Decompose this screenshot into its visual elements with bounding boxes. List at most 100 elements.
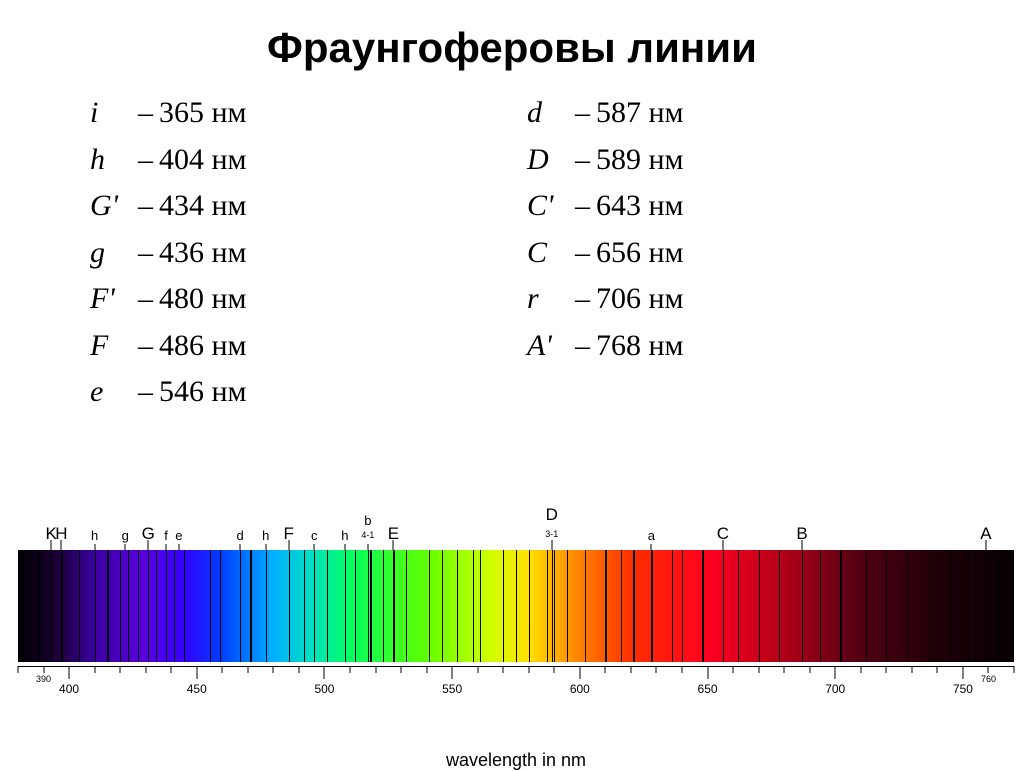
axis-tick-minor (120, 666, 121, 673)
absorption-line (723, 550, 724, 662)
absorption-line (633, 550, 634, 662)
absorption-line (585, 550, 586, 662)
line-entry: F–486 нм (90, 323, 527, 370)
dash-separator: – (138, 282, 153, 315)
absorption-line (738, 550, 739, 662)
absorption-line (672, 550, 673, 662)
axis-tick-major (835, 666, 836, 679)
absorption-line (840, 550, 841, 662)
absorption-line (345, 550, 346, 662)
axis-tick-minor (171, 666, 172, 673)
lines-left-column: i–365 нмh–404 нмG'–434 нмg–436 нмF'–480 … (90, 90, 527, 416)
line-entry: A'–768 нм (527, 323, 964, 370)
line-entry: d–587 нм (527, 90, 964, 137)
absorption-line (393, 550, 394, 662)
axis-label: 400 (59, 682, 79, 696)
spectrum-band (18, 550, 1014, 662)
absorption-line (220, 550, 221, 662)
line-symbol: r (527, 276, 573, 323)
absorption-line (605, 550, 606, 662)
line-symbol: h (90, 137, 136, 184)
absorption-line (289, 550, 290, 662)
axis-tick-minor (860, 666, 861, 673)
absorption-line (516, 550, 517, 662)
axis-tick-minor (247, 666, 248, 673)
dash-separator: – (575, 236, 590, 269)
spectrum-figure: KHhgGfedhFchb4-1ED3-1aCBA 40045050055060… (18, 500, 1014, 771)
absorption-line (406, 550, 407, 662)
absorption-line (779, 550, 780, 662)
axis-tick-major (579, 666, 580, 679)
absorption-line (174, 550, 175, 662)
axis-tick-minor (911, 666, 912, 673)
line-entry: i–365 нм (90, 90, 527, 137)
absorption-line (907, 550, 908, 662)
absorption-line (370, 550, 371, 662)
line-symbol: A' (527, 323, 573, 370)
axis-label: 550 (442, 682, 462, 696)
line-symbol: G' (90, 183, 136, 230)
fraunhofer-label: h (262, 529, 269, 542)
dash-separator: – (138, 189, 153, 222)
axis-label: 600 (570, 682, 590, 696)
absorption-line (820, 550, 821, 662)
line-wavelength: 587 нм (596, 96, 684, 129)
line-entry: e–546 нм (90, 369, 527, 416)
absorption-line (79, 550, 80, 662)
line-symbol: g (90, 230, 136, 277)
axis-tick-minor (528, 666, 529, 673)
fraunhofer-label: d (237, 529, 244, 542)
line-entry: g–436 нм (90, 230, 527, 277)
absorption-line (529, 550, 530, 662)
fraunhofer-tick (148, 540, 149, 550)
absorption-line (95, 550, 96, 662)
line-entry: C'–643 нм (527, 183, 964, 230)
axis-baseline (18, 666, 1014, 667)
line-symbol: D (527, 137, 573, 184)
line-symbol: C' (527, 183, 573, 230)
line-wavelength: 434 нм (159, 189, 247, 222)
absorption-line (442, 550, 443, 662)
absorption-line (107, 550, 108, 662)
axis-tick-minor (937, 666, 938, 673)
dash-separator: – (575, 143, 590, 176)
absorption-line (120, 550, 121, 662)
line-wavelength: 706 нм (596, 282, 684, 315)
axis-tick-minor (503, 666, 504, 673)
dash-separator: – (575, 282, 590, 315)
absorption-line (457, 550, 458, 662)
absorption-line (266, 550, 267, 662)
line-wavelength: 436 нм (159, 236, 247, 269)
line-wavelength: 643 нм (596, 189, 684, 222)
absorption-line (23, 550, 24, 662)
line-wavelength: 589 нм (596, 143, 684, 176)
absorption-line (621, 550, 622, 662)
line-symbol: C (527, 230, 573, 277)
absorption-line (552, 550, 553, 662)
line-entry: C–656 нм (527, 230, 964, 277)
fraunhofer-tick (802, 540, 803, 550)
axis-tick-minor (886, 666, 887, 673)
axis-tick-minor (43, 666, 44, 673)
absorption-line (986, 550, 987, 662)
absorption-line (210, 550, 211, 662)
fraunhofer-tick (551, 540, 552, 550)
axis-tick-major (196, 666, 197, 679)
absorption-line (383, 550, 384, 662)
absorption-line (1001, 550, 1002, 662)
wavelength-axis: 400450500550600650700750390760 (18, 666, 1014, 710)
fraunhofer-tick (288, 540, 289, 550)
axis-tick-minor (605, 666, 606, 673)
fraunhofer-label: h (341, 529, 348, 542)
axis-tick-minor (94, 666, 95, 673)
axis-tick-minor (809, 666, 810, 673)
axis-label: 500 (314, 682, 334, 696)
line-symbol: F (90, 323, 136, 370)
absorption-line (480, 550, 481, 662)
absorption-line (156, 550, 157, 662)
absorption-line (567, 550, 568, 662)
fraunhofer-label: h (91, 529, 98, 542)
absorption-line (51, 550, 52, 662)
axis-tick-minor (273, 666, 274, 673)
axis-edge-label: 760 (981, 674, 996, 684)
